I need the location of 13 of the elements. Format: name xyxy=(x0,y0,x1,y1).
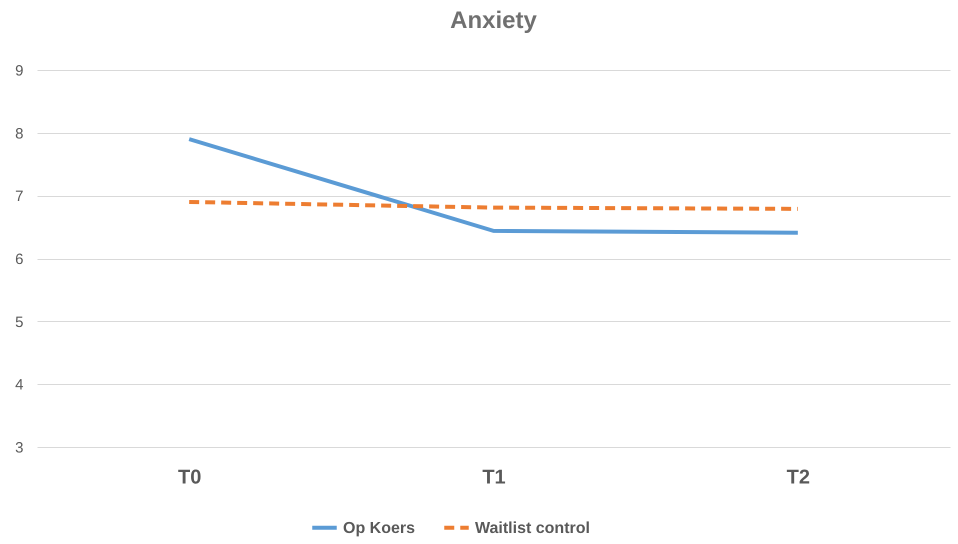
y-tick-label: 7 xyxy=(15,188,24,206)
y-tick-label: 3 xyxy=(15,440,24,456)
chart-title: Anxiety xyxy=(450,7,538,34)
y-tick-label: 5 xyxy=(15,314,24,331)
legend-label: Waitlist control xyxy=(475,520,590,537)
y-tick-label: 8 xyxy=(15,125,24,142)
x-tick-label: T1 xyxy=(482,466,506,488)
y-tick-label: 6 xyxy=(15,251,24,268)
x-tick-label: T2 xyxy=(786,466,810,488)
y-tick-label: 4 xyxy=(15,376,24,394)
x-tick-label: T0 xyxy=(178,466,202,488)
y-tick-label: 9 xyxy=(15,62,24,80)
legend-label: Op Koers xyxy=(343,520,416,537)
